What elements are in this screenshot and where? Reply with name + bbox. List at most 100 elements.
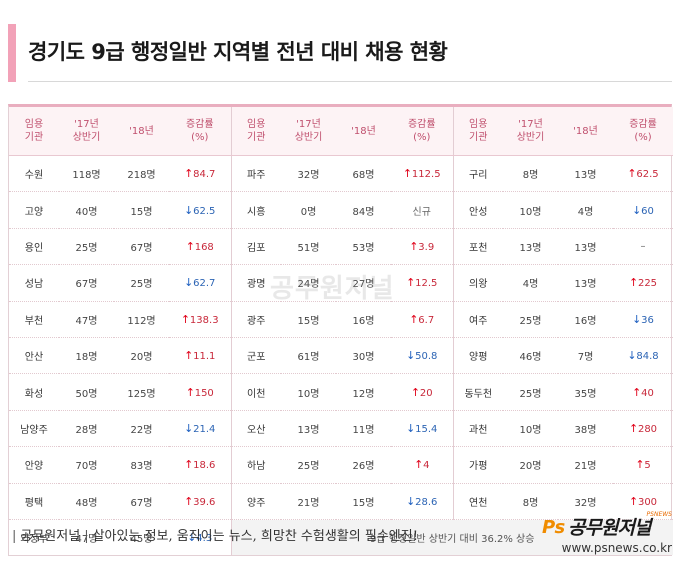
count-2017-cell: 67명	[59, 264, 114, 302]
count-2018-cell: 22명	[114, 410, 169, 448]
arrow-down-icon: ↓	[406, 421, 416, 435]
table-row: 평택 48명 67명 ↑39.6 양주 21명 15명 ↓28.6 연천 8명 32명 ↑300	[9, 483, 673, 520]
change-rate-cell: ↑280	[613, 410, 673, 448]
change-rate-value: 36	[641, 314, 654, 326]
change-rate-cell: ↓28.6	[391, 483, 454, 520]
region-cell: 광주	[231, 301, 281, 338]
change-rate-value: 280	[637, 423, 658, 435]
table-row: 부천 47명 112명 ↑138.3 광주 15명 16명 ↑6.7 여주 25명 16명 ↓36	[9, 301, 673, 338]
change-rate-cell: ↑84.7	[169, 155, 232, 193]
recruitment-table: 임용 기관 '17년 상반기 '18년 증감률 (%) 임용 기관 '17년 상반기 '18…	[9, 107, 673, 556]
arrow-up-icon: ↑	[632, 385, 642, 399]
change-rate-value: 84.8	[636, 351, 659, 363]
region-cell: 남양주	[9, 410, 59, 448]
change-rate-cell: ↑225	[613, 264, 673, 302]
count-2018-cell: 30명	[336, 337, 391, 375]
count-2018-cell: 35명	[558, 373, 613, 411]
region-cell: 가평	[453, 446, 503, 484]
count-2017-cell: 47명	[75, 534, 98, 546]
region-cell: 여주	[453, 301, 503, 338]
table-row: 고양 40명 15명 ↓62.5 시흥 0명 84명 신규 안성 10명 4명 ↓60	[9, 191, 673, 229]
arrow-up-icon: ↑	[410, 385, 421, 399]
change-rate-cell: ↑4	[391, 446, 454, 484]
count-2018-cell: 13명	[558, 155, 613, 193]
logo-mark: Ps	[542, 517, 566, 538]
change-rate-cell: ↓62.7	[169, 264, 232, 302]
count-2017-cell: 46명	[503, 337, 558, 375]
count-2018-cell: 21명	[558, 446, 613, 484]
change-rate-value: 18.6	[193, 460, 216, 472]
arrow-up-icon: ↑	[184, 349, 194, 363]
count-2017-cell: 25명	[281, 446, 336, 484]
change-rate-cell: ↓36	[613, 301, 673, 338]
count-2017-cell: 0명	[281, 191, 336, 229]
count-2018-cell: 7명	[558, 337, 613, 375]
change-rate-cell: ↑138.3	[169, 301, 232, 338]
region-cell: 양평	[453, 337, 503, 375]
count-2017-cell: 25명	[503, 301, 558, 338]
change-rate-value: 신규	[412, 206, 431, 218]
region-cell: 군포	[231, 337, 281, 375]
change-rate-value: 28.6	[415, 496, 438, 508]
change-rate-cell: ↑300	[613, 483, 673, 520]
change-rate-value: 4.3	[196, 533, 213, 545]
arrow-up-icon: ↑	[184, 494, 194, 508]
change-rate-cell: ↑11.1	[169, 337, 232, 375]
count-2018-cell: 84명	[336, 191, 391, 229]
count-2017-cell: 13명	[503, 228, 558, 266]
table-row: 용인 25명 67명 ↑168 김포 51명 53명 ↑3.9 포천 13명 13명 –	[9, 228, 673, 266]
change-rate-cell: ↑5	[613, 446, 673, 484]
arrow-up-icon: ↑	[627, 167, 637, 181]
column-header: 증감률 (%)	[613, 107, 673, 156]
change-rate-cell: ↓21.4	[169, 410, 232, 448]
count-2017-cell: 18명	[59, 337, 114, 375]
change-rate-value: 21.4	[193, 423, 216, 435]
region-cell: 광명	[231, 264, 281, 302]
count-2018-cell: 218명	[114, 155, 169, 193]
count-2017-cell: 8명	[503, 155, 558, 193]
change-rate-cell: ↑6.7	[391, 301, 454, 338]
count-2018-cell: 27명	[336, 264, 391, 302]
region-cell: 성남	[9, 264, 59, 302]
count-2017-cell: 61명	[281, 337, 336, 375]
change-rate-cell: –	[613, 228, 673, 266]
column-header: '18년	[114, 107, 169, 156]
table-row: 안산 18명 20명 ↑11.1 군포 61명 30명 ↓50.8 양평 46명 7명 ↓84.8	[9, 337, 673, 375]
count-2018-cell: 25명	[114, 264, 169, 302]
change-rate-value: 11.1	[193, 351, 216, 363]
count-2017-cell: 25명	[503, 373, 558, 411]
arrow-up-icon: ↑	[409, 239, 419, 253]
count-2018-cell: 32명	[558, 483, 613, 520]
region-cell: 고양	[9, 191, 59, 229]
count-2018-cell: 13명	[558, 228, 613, 266]
footer-text: | 공무원저널 | 살아있는 정보, 움직이는 뉴스, 희망찬 수험생활의 필수엔진!	[8, 525, 418, 544]
count-2018-cell: 13명	[558, 264, 613, 302]
count-2017-cell: 40명	[59, 191, 114, 229]
arrow-up-icon: ↑	[635, 458, 645, 472]
change-rate-value: 168	[194, 241, 214, 253]
region-cell: 의정부	[20, 534, 48, 546]
count-2017-cell: 24명	[281, 264, 336, 302]
column-header: 임용 기관	[231, 107, 281, 156]
count-2017-cell: 13명	[281, 410, 336, 448]
change-rate-cell: ↓50.8	[391, 337, 454, 375]
column-header: '17년 상반기	[59, 107, 114, 156]
change-rate-value: –	[640, 240, 646, 252]
change-rate-cell: ↑20	[391, 373, 454, 411]
footer-slogan: 살아있는 정보, 움직이는 뉴스, 희망찬 수험생활의 필수엔진!	[92, 529, 418, 544]
arrow-down-icon: ↓	[187, 531, 197, 545]
title-divider	[28, 81, 672, 82]
table-header-row: 임용 기관 '17년 상반기 '18년 증감률 (%) 임용 기관 '17년 상반기 '18…	[9, 107, 673, 156]
change-rate-cell: ↑18.6	[169, 446, 232, 484]
arrow-down-icon: ↓	[184, 421, 194, 435]
logo-sub: PSNEWS	[646, 511, 672, 518]
arrow-down-icon: ↓	[406, 494, 416, 508]
arrow-down-icon: ↓	[184, 203, 194, 217]
count-2018-cell: 45명	[130, 534, 153, 546]
change-rate-value: 138.3	[189, 314, 219, 326]
arrow-down-icon: ↓	[627, 349, 637, 363]
region-cell: 오산	[231, 410, 281, 448]
region-cell: 양주	[231, 483, 281, 520]
region-cell: 용인	[9, 228, 59, 266]
change-rate-value: 39.6	[193, 496, 216, 508]
